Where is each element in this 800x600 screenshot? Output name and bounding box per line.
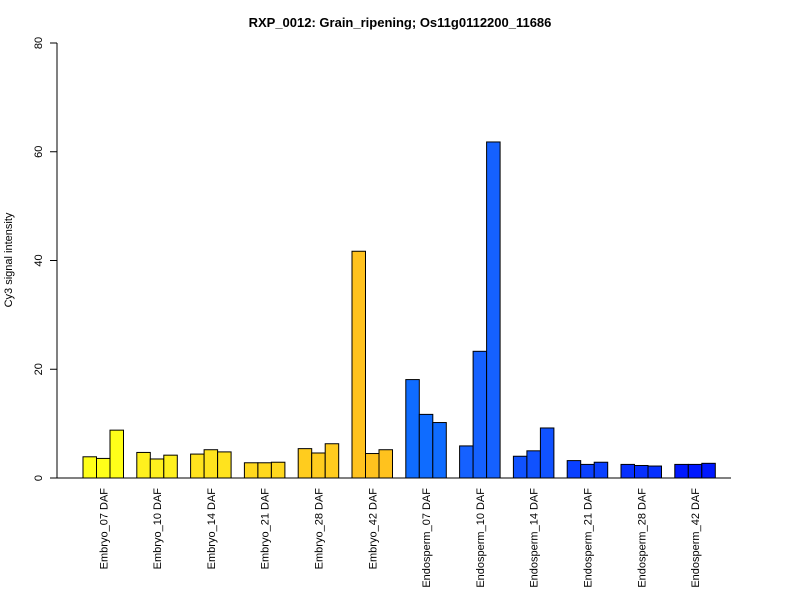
bar — [512, 455, 528, 479]
chart-title: RXP_0012: Grain_ripening; Os11g0112200_1… — [249, 15, 552, 30]
bar — [459, 445, 474, 479]
x-tick-label: Endosperm_42 DAF — [690, 488, 702, 588]
bar — [566, 460, 582, 479]
bar — [190, 453, 205, 479]
bar — [432, 422, 447, 479]
bar — [405, 379, 420, 479]
y-tick-label: 20 — [33, 363, 45, 375]
bar — [526, 450, 541, 479]
bar — [472, 350, 488, 479]
y-ticks: 0 20 40 60 80 — [33, 37, 57, 481]
y-tick-label: 80 — [33, 37, 45, 49]
x-tick-label: Embryo_10 DAF — [152, 488, 164, 570]
bar — [297, 448, 313, 479]
bar — [82, 456, 97, 479]
bar — [378, 449, 393, 479]
y-tick-label: 0 — [33, 475, 45, 481]
bar — [136, 451, 151, 479]
x-tick-label: Endosperm_14 DAF — [529, 488, 541, 588]
x-tick-label: Embryo_07 DAF — [98, 488, 110, 570]
x-tick-label: Endosperm_07 DAF — [421, 488, 433, 588]
bar — [580, 463, 595, 479]
x-tick-label: Embryo_21 DAF — [260, 488, 272, 570]
bar — [217, 451, 232, 479]
bar — [163, 454, 178, 479]
x-tick-label: Embryo_28 DAF — [313, 488, 325, 570]
bar — [311, 452, 326, 479]
bar — [243, 462, 259, 479]
bar — [149, 458, 165, 479]
bar — [486, 141, 501, 479]
bar — [701, 462, 716, 479]
bar — [674, 463, 689, 479]
bar — [647, 465, 662, 479]
bar — [418, 413, 434, 479]
bar — [96, 457, 111, 479]
y-axis-label: Cy3 signal intensity — [3, 212, 15, 307]
x-tick-label: Embryo_42 DAF — [367, 488, 379, 570]
bar — [593, 461, 609, 479]
y-tick-label: 40 — [33, 254, 45, 266]
bar — [365, 453, 380, 479]
bar — [109, 429, 124, 479]
bars — [82, 141, 716, 479]
bar — [257, 462, 272, 479]
bar — [351, 250, 366, 479]
x-tick-label: Embryo_14 DAF — [206, 488, 218, 570]
x-tick-label: Endosperm_28 DAF — [636, 488, 648, 588]
bar — [620, 463, 635, 479]
bar — [270, 461, 286, 479]
bar — [203, 449, 219, 479]
bar — [687, 463, 703, 479]
category-labels: Embryo_07 DAF Embryo_10 DAF Embryo_14 DAF E… — [98, 488, 702, 588]
x-tick-label: Endosperm_21 DAF — [582, 488, 594, 588]
y-tick-label: 60 — [33, 146, 45, 158]
bar — [539, 427, 555, 479]
x-tick-label: Endosperm_10 DAF — [475, 488, 487, 588]
bar — [324, 443, 340, 479]
bar — [634, 464, 649, 479]
